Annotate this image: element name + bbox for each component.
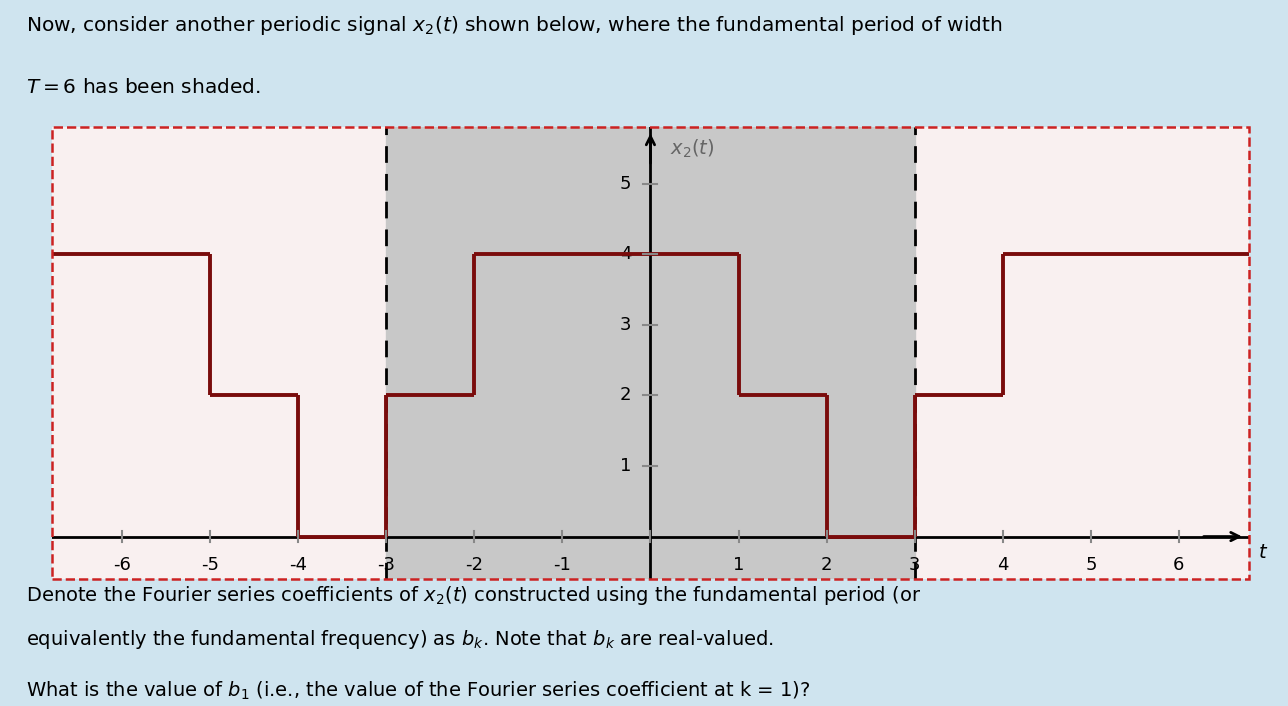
Text: equivalently the fundamental frequency) as $b_k$. Note that $b_k$ are real-value: equivalently the fundamental frequency) … bbox=[26, 628, 774, 651]
Text: 1: 1 bbox=[733, 556, 744, 574]
Text: 4: 4 bbox=[620, 245, 631, 263]
Text: $T = 6$ has been shaded.: $T = 6$ has been shaded. bbox=[26, 78, 260, 97]
Text: 3: 3 bbox=[909, 556, 921, 574]
Text: Now, consider another periodic signal $x_2(t)$ shown below, where the fundamenta: Now, consider another periodic signal $x… bbox=[26, 14, 1002, 37]
Text: Denote the Fourier series coefficients of $x_2(t)$ constructed using the fundame: Denote the Fourier series coefficients o… bbox=[26, 584, 921, 606]
Text: What is the value of $b_1$ (i.e., the value of the Fourier series coefficient at: What is the value of $b_1$ (i.e., the va… bbox=[26, 680, 810, 702]
Text: 5: 5 bbox=[1084, 556, 1096, 574]
Text: $t$: $t$ bbox=[1258, 543, 1269, 561]
Text: $x_2(t)$: $x_2(t)$ bbox=[670, 138, 715, 160]
Text: 4: 4 bbox=[997, 556, 1009, 574]
Text: -1: -1 bbox=[554, 556, 572, 574]
Text: 2: 2 bbox=[620, 386, 631, 405]
Text: 5: 5 bbox=[620, 174, 631, 193]
Text: -3: -3 bbox=[377, 556, 395, 574]
Text: -4: -4 bbox=[289, 556, 307, 574]
Text: 1: 1 bbox=[620, 457, 631, 475]
Bar bbox=[386, 127, 914, 579]
Text: -2: -2 bbox=[465, 556, 483, 574]
Text: -6: -6 bbox=[113, 556, 131, 574]
Text: 2: 2 bbox=[820, 556, 832, 574]
Text: 6: 6 bbox=[1173, 556, 1185, 574]
Text: 3: 3 bbox=[620, 316, 631, 334]
Text: -5: -5 bbox=[201, 556, 219, 574]
